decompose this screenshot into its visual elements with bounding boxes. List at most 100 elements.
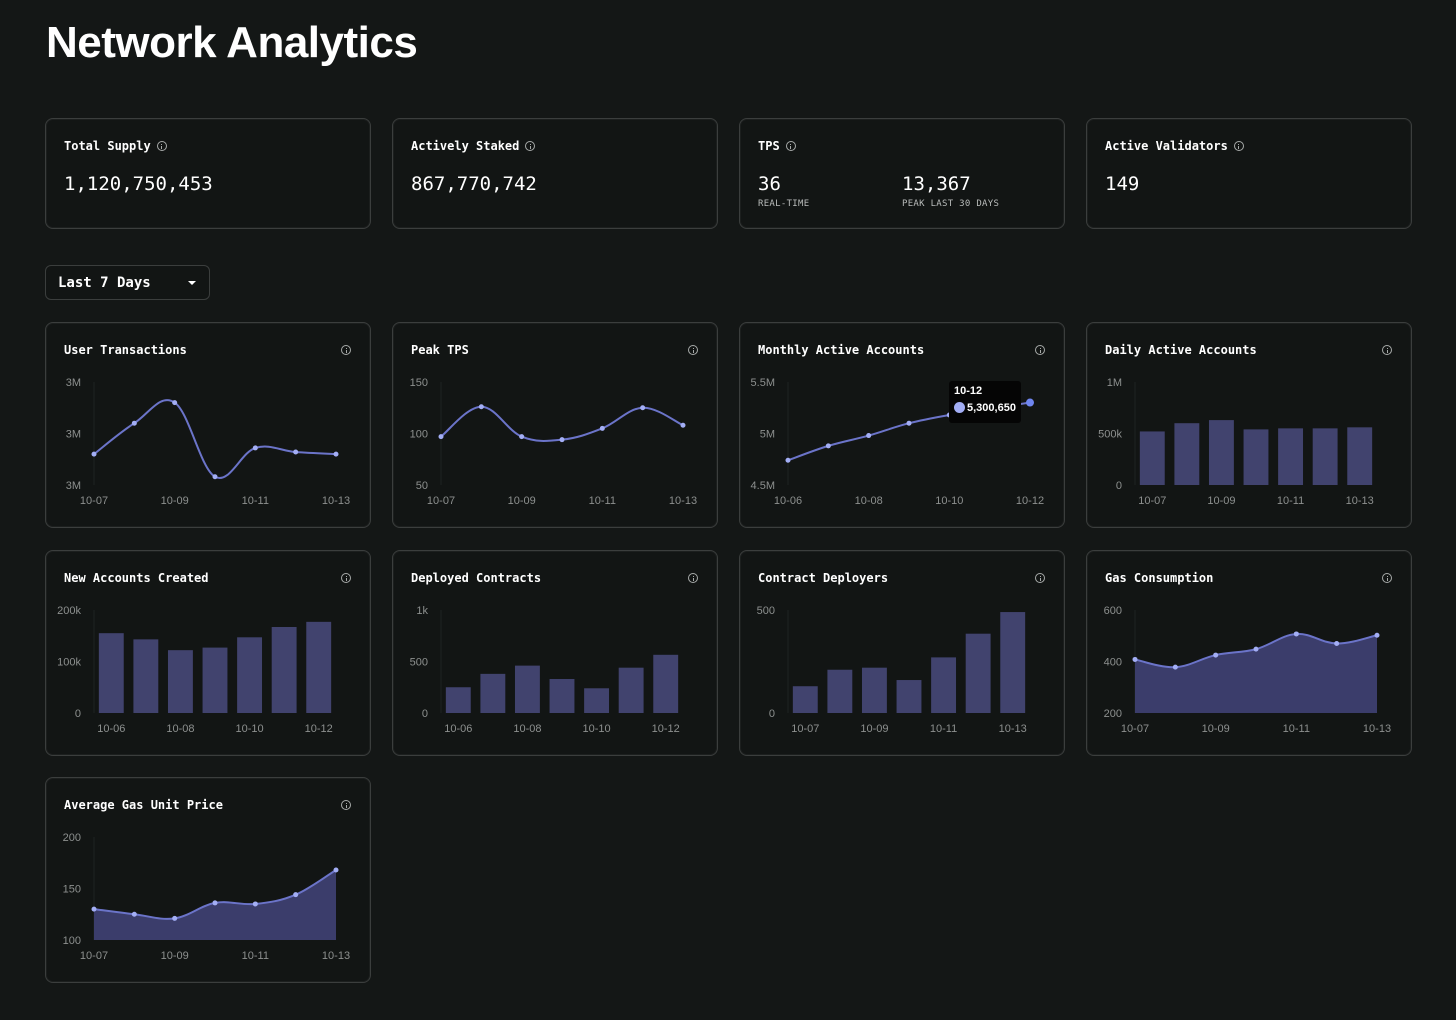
tps-label: TPS: [758, 139, 780, 153]
total-supply-card: Total Supply 1,120,750,453: [45, 118, 371, 229]
time-range-selected: Last 7 Days: [58, 274, 151, 291]
tps-card: TPS 36 REAL-TIME 13,367 PEAK LAST 30 DAY…: [739, 118, 1065, 229]
y-tick-label: 600: [1104, 605, 1122, 617]
chart-plot: 600 400 200 10-07 10-09 10-11 10-13: [1104, 605, 1391, 735]
series-line: [440, 405, 684, 442]
bar: [584, 688, 610, 713]
tooltip-value-row: 5,300,650: [954, 401, 1016, 414]
x-tick-label: 10-08: [513, 723, 541, 735]
data-point: [333, 451, 339, 457]
chart-title: Deployed Contracts: [411, 571, 542, 585]
x-tick-label: 10-07: [1121, 723, 1149, 735]
info-icon[interactable]: [1233, 141, 1244, 151]
tps-label-row: TPS: [758, 139, 796, 153]
time-range-dropdown[interactable]: Last 7 Days: [45, 265, 210, 300]
info-icon[interactable]: [1382, 345, 1392, 355]
data-point: [293, 892, 299, 898]
tooltip-date: 10-12: [954, 384, 983, 397]
data-point: [252, 445, 258, 451]
data-point: [1132, 656, 1138, 662]
info-icon[interactable]: [341, 573, 351, 583]
total-supply-label-row: Total Supply: [64, 139, 167, 153]
x-tick-label: 10-07: [791, 723, 819, 735]
chart-plot: 1k 500 0 10-06 10-08 10-10 10-12: [410, 605, 680, 735]
y-tick-label: 0: [1116, 480, 1122, 492]
x-tick-label: 10-09: [508, 495, 536, 507]
bar: [271, 626, 297, 713]
info-icon[interactable]: [785, 141, 796, 151]
info-icon[interactable]: [1382, 573, 1392, 583]
x-tick-label: 10-07: [427, 495, 455, 507]
bar: [1174, 423, 1200, 485]
bar: [480, 673, 506, 713]
series-line: [93, 399, 337, 480]
data-point: [1293, 631, 1299, 637]
info-icon[interactable]: [341, 345, 351, 355]
bar: [1208, 420, 1234, 485]
monthly-active-accounts-chart-card: Monthly Active Accounts 5.5M 5M 4.5M 10-06 10…: [739, 322, 1065, 528]
peak-tps-chart-card: Peak TPS 150 100 50 10-07 10-09 10-11 10-13: [392, 322, 718, 528]
bar: [237, 637, 263, 713]
chart-title: Contract Deployers: [758, 571, 889, 585]
y-tick-label: 50: [416, 480, 428, 492]
chart-title: Daily Active Accounts: [1105, 343, 1257, 357]
x-tick-label: 10-11: [1283, 723, 1310, 735]
y-tick-label: 0: [75, 708, 81, 720]
data-point: [559, 437, 565, 443]
info-icon[interactable]: [1035, 345, 1045, 355]
data-point: [131, 911, 137, 917]
chevron-down-icon: [188, 281, 196, 285]
average-gas-unit-price-chart-card: Average Gas Unit Price 200 150 100 10-07 10-0…: [45, 777, 371, 983]
bar: [1278, 428, 1304, 485]
data-point: [91, 451, 97, 457]
y-tick-label: 150: [410, 377, 428, 389]
data-point: [825, 443, 831, 449]
info-icon[interactable]: [525, 141, 536, 151]
bar: [1347, 427, 1373, 485]
info-icon[interactable]: [341, 800, 351, 810]
chart-plot: 3M 3M 3M 10-07 10-09 10-11 10-13: [66, 377, 350, 507]
x-tick-label: 10-10: [935, 495, 963, 507]
x-tick-label: 10-07: [80, 495, 108, 507]
info-icon[interactable]: [156, 141, 167, 151]
chart-plot: 200k 100k 0 10-06 10-08 10-10 10-12: [57, 605, 333, 735]
data-point: [293, 449, 299, 455]
info-icon[interactable]: [688, 345, 698, 355]
x-tick-label: 10-12: [305, 723, 333, 735]
x-tick-label: 10-08: [166, 723, 194, 735]
bar: [1243, 429, 1269, 485]
info-icon[interactable]: [688, 573, 698, 583]
data-point: [212, 900, 218, 906]
y-tick-label: 400: [1104, 657, 1122, 669]
chart-plot: 1M 500k 0 10-07 10-09 10-11 10-13: [1098, 377, 1374, 507]
x-tick-label: 10-13: [322, 950, 350, 962]
info-icon[interactable]: [1035, 573, 1045, 583]
bar: [167, 650, 193, 713]
active-validators-card: Active Validators 149: [1086, 118, 1412, 229]
x-tick-label: 10-07: [1138, 495, 1166, 507]
chart-title: New Accounts Created: [64, 571, 209, 585]
bar: [1000, 612, 1026, 713]
chart-plot: 150 100 50 10-07 10-09 10-11 10-13: [410, 377, 697, 507]
data-point: [866, 433, 872, 439]
x-tick-label: 10-11: [930, 723, 957, 735]
y-tick-label: 100: [410, 429, 428, 441]
data-point: [1334, 640, 1340, 646]
x-tick-label: 10-12: [652, 723, 680, 735]
data-point: [640, 405, 646, 411]
y-tick-label: 5M: [760, 429, 775, 441]
actively-staked-label: Actively Staked: [411, 139, 520, 153]
x-tick-label: 10-11: [242, 495, 269, 507]
x-tick-label: 10-07: [80, 950, 108, 962]
chart-plot: 200 150 100 10-07 10-09 10-11 10-13: [63, 832, 350, 962]
y-tick-label: 0: [422, 708, 428, 720]
x-tick-label: 10-09: [161, 495, 189, 507]
total-supply-label: Total Supply: [64, 139, 151, 153]
bar: [514, 665, 540, 713]
data-point: [1213, 652, 1219, 658]
data-point: [212, 474, 218, 480]
x-tick-label: 10-09: [1202, 723, 1230, 735]
chart-plot: 5.5M 5M 4.5M 10-06 10-08 10-10 10-12: [751, 377, 1045, 507]
y-tick-label: 100k: [57, 657, 81, 669]
x-tick-label: 10-08: [855, 495, 883, 507]
